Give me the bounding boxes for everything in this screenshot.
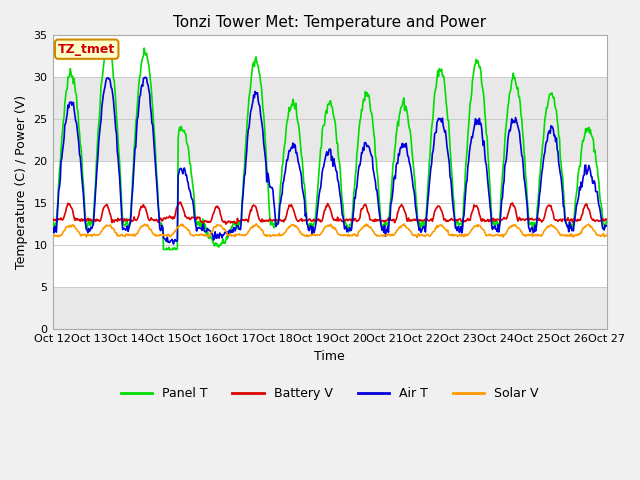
Air T <box>603 223 611 228</box>
Battery V <box>177 199 184 205</box>
Panel T <box>203 232 211 238</box>
Battery V <box>172 209 180 215</box>
Solar V <box>116 233 124 239</box>
Solar V <box>49 232 56 238</box>
Panel T <box>59 128 67 134</box>
Bar <box>52 36 607 77</box>
Air T <box>116 174 124 180</box>
Battery V <box>59 217 67 223</box>
Air T <box>59 148 67 154</box>
Battery V <box>415 217 422 223</box>
Bar <box>52 77 607 120</box>
Air T <box>173 237 181 243</box>
Text: TZ_tmet: TZ_tmet <box>58 43 115 56</box>
Solar V <box>413 235 421 240</box>
Panel T <box>603 218 611 224</box>
Battery V <box>202 218 210 224</box>
Legend: Panel T, Battery V, Air T, Solar V: Panel T, Battery V, Air T, Solar V <box>116 383 543 406</box>
Air T <box>49 225 56 231</box>
Line: Panel T: Panel T <box>52 41 607 250</box>
Panel T <box>399 102 406 108</box>
Battery V <box>222 221 230 227</box>
Solar V <box>397 225 404 230</box>
Solar V <box>603 232 611 238</box>
Panel T <box>116 173 124 179</box>
Panel T <box>105 38 113 44</box>
X-axis label: Time: Time <box>314 350 345 363</box>
Air T <box>203 228 211 234</box>
Line: Solar V: Solar V <box>52 224 607 238</box>
Line: Air T: Air T <box>52 77 607 244</box>
Line: Battery V: Battery V <box>52 202 607 224</box>
Panel T <box>49 217 56 223</box>
Air T <box>399 141 406 146</box>
Panel T <box>173 245 181 251</box>
Solar V <box>59 230 67 236</box>
Air T <box>415 223 422 228</box>
Bar <box>52 120 607 161</box>
Solar V <box>201 232 209 238</box>
Panel T <box>159 247 167 252</box>
Bar <box>52 288 607 329</box>
Air T <box>170 241 177 247</box>
Solar V <box>400 221 408 227</box>
Y-axis label: Temperature (C) / Power (V): Temperature (C) / Power (V) <box>15 96 28 269</box>
Bar <box>52 204 607 245</box>
Bar <box>52 161 607 204</box>
Title: Tonzi Tower Met: Temperature and Power: Tonzi Tower Met: Temperature and Power <box>173 15 486 30</box>
Battery V <box>49 215 56 221</box>
Panel T <box>415 219 422 225</box>
Solar V <box>415 231 422 237</box>
Solar V <box>172 228 180 234</box>
Bar <box>52 245 607 288</box>
Battery V <box>603 216 611 222</box>
Battery V <box>116 217 124 223</box>
Battery V <box>399 203 406 209</box>
Air T <box>141 74 149 80</box>
